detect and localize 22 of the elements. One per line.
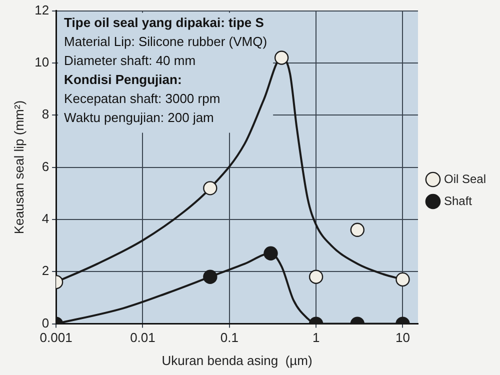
annotation: Tipe oil seal yang dipakai: tipe S (64, 14, 264, 30)
x-tick-label: 0.001 (40, 330, 72, 346)
legend-label: Oil Seal (444, 172, 486, 186)
y-axis-title: Keausan seal lip (mm²) (11, 100, 26, 234)
x-axis-title: Ukuran benda asing (µm) (162, 352, 312, 368)
annotation: Material Lip: Silicone rubber (VMQ) (64, 34, 268, 49)
legend-label: Shaft (444, 194, 473, 208)
annotation: Diameter shaft: 40 mm (64, 52, 196, 68)
annotation: Kondisi Pengujian: (64, 72, 182, 87)
y-tick-label: 2 (42, 263, 50, 278)
y-tick-label: 12 (34, 2, 50, 18)
y-tick-label: 4 (42, 211, 50, 226)
annotation: Kecepatan shaft: 3000 rpm (64, 90, 220, 106)
x-tick-label: 0.01 (130, 330, 156, 346)
y-tick-label: 6 (42, 158, 50, 174)
y-tick-label: 10 (34, 54, 50, 70)
x-tick-label: 1 (312, 330, 320, 346)
y-tick-label: 8 (42, 106, 50, 122)
x-tick-label: 10 (395, 330, 410, 346)
y-tick-label: 0 (42, 315, 50, 330)
x-tick-label: 0.1 (220, 330, 238, 346)
annotation: Waktu pengujian: 200 jam (64, 110, 214, 125)
